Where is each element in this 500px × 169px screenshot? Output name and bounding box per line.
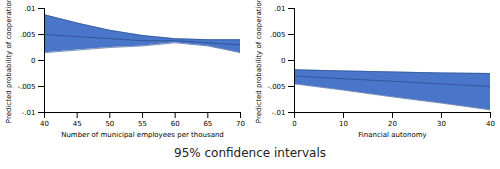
svg-text:0: 0 <box>292 120 296 128</box>
svg-text:60: 60 <box>171 120 180 128</box>
svg-text:20: 20 <box>388 120 397 128</box>
html-text:95% confidence intervals: 95% confidence intervals <box>174 146 326 160</box>
svg-text:70: 70 <box>236 120 245 128</box>
svg-text:Number of municipal employees: Number of municipal employees per thousa… <box>61 131 224 139</box>
svg-text:.005: .005 <box>270 31 286 39</box>
svg-text:65: 65 <box>203 120 212 128</box>
svg-text:0: 0 <box>31 57 35 65</box>
svg-text:-.005: -.005 <box>267 83 285 91</box>
svg-text:10: 10 <box>339 120 348 128</box>
svg-text:0: 0 <box>281 57 285 65</box>
svg-text:Financial autonomy: Financial autonomy <box>358 131 426 139</box>
svg-text:30: 30 <box>437 120 446 128</box>
svg-text:55: 55 <box>138 120 147 128</box>
svg-text:.01: .01 <box>24 5 35 13</box>
svg-text:50: 50 <box>105 120 114 128</box>
svg-text:-.005: -.005 <box>17 83 35 91</box>
svg-text:.01: .01 <box>274 5 285 13</box>
svg-text:40: 40 <box>40 120 49 128</box>
svg-text:Predicted probability of coope: Predicted probability of cooperation <box>255 0 263 123</box>
svg-text:-.01: -.01 <box>272 109 286 117</box>
svg-text:Predicted probability of coope: Predicted probability of cooperation <box>5 0 13 123</box>
svg-text:-.01: -.01 <box>22 109 36 117</box>
svg-text:.005: .005 <box>20 31 36 39</box>
svg-text:45: 45 <box>73 120 82 128</box>
svg-text:40: 40 <box>486 120 495 128</box>
